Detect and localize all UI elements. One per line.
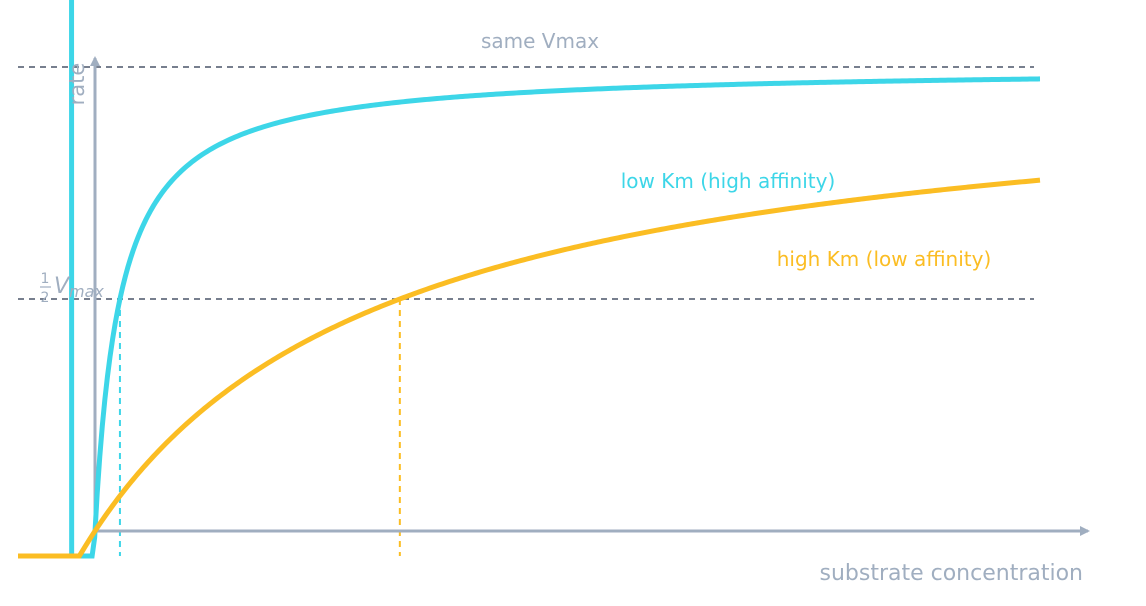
- half-vmax-label: 1 2 V max: [40, 271, 104, 306]
- series-line-low-km: [69, 0, 1041, 559]
- vmax-label: same Vmax: [481, 29, 599, 53]
- half-vmax-denominator: 2: [41, 290, 50, 306]
- half-vmax-v: V: [54, 274, 71, 299]
- series-label-low-km: low Km (high affinity): [621, 169, 836, 193]
- series-label-high-km: high Km (low affinity): [777, 247, 992, 271]
- y-axis-label: rate: [65, 63, 89, 106]
- half-vmax-subscript: max: [69, 282, 104, 301]
- x-axis-label: substrate concentration: [819, 561, 1083, 586]
- series-line-high-km: [18, 177, 1041, 559]
- half-vmax-numerator: 1: [41, 271, 50, 287]
